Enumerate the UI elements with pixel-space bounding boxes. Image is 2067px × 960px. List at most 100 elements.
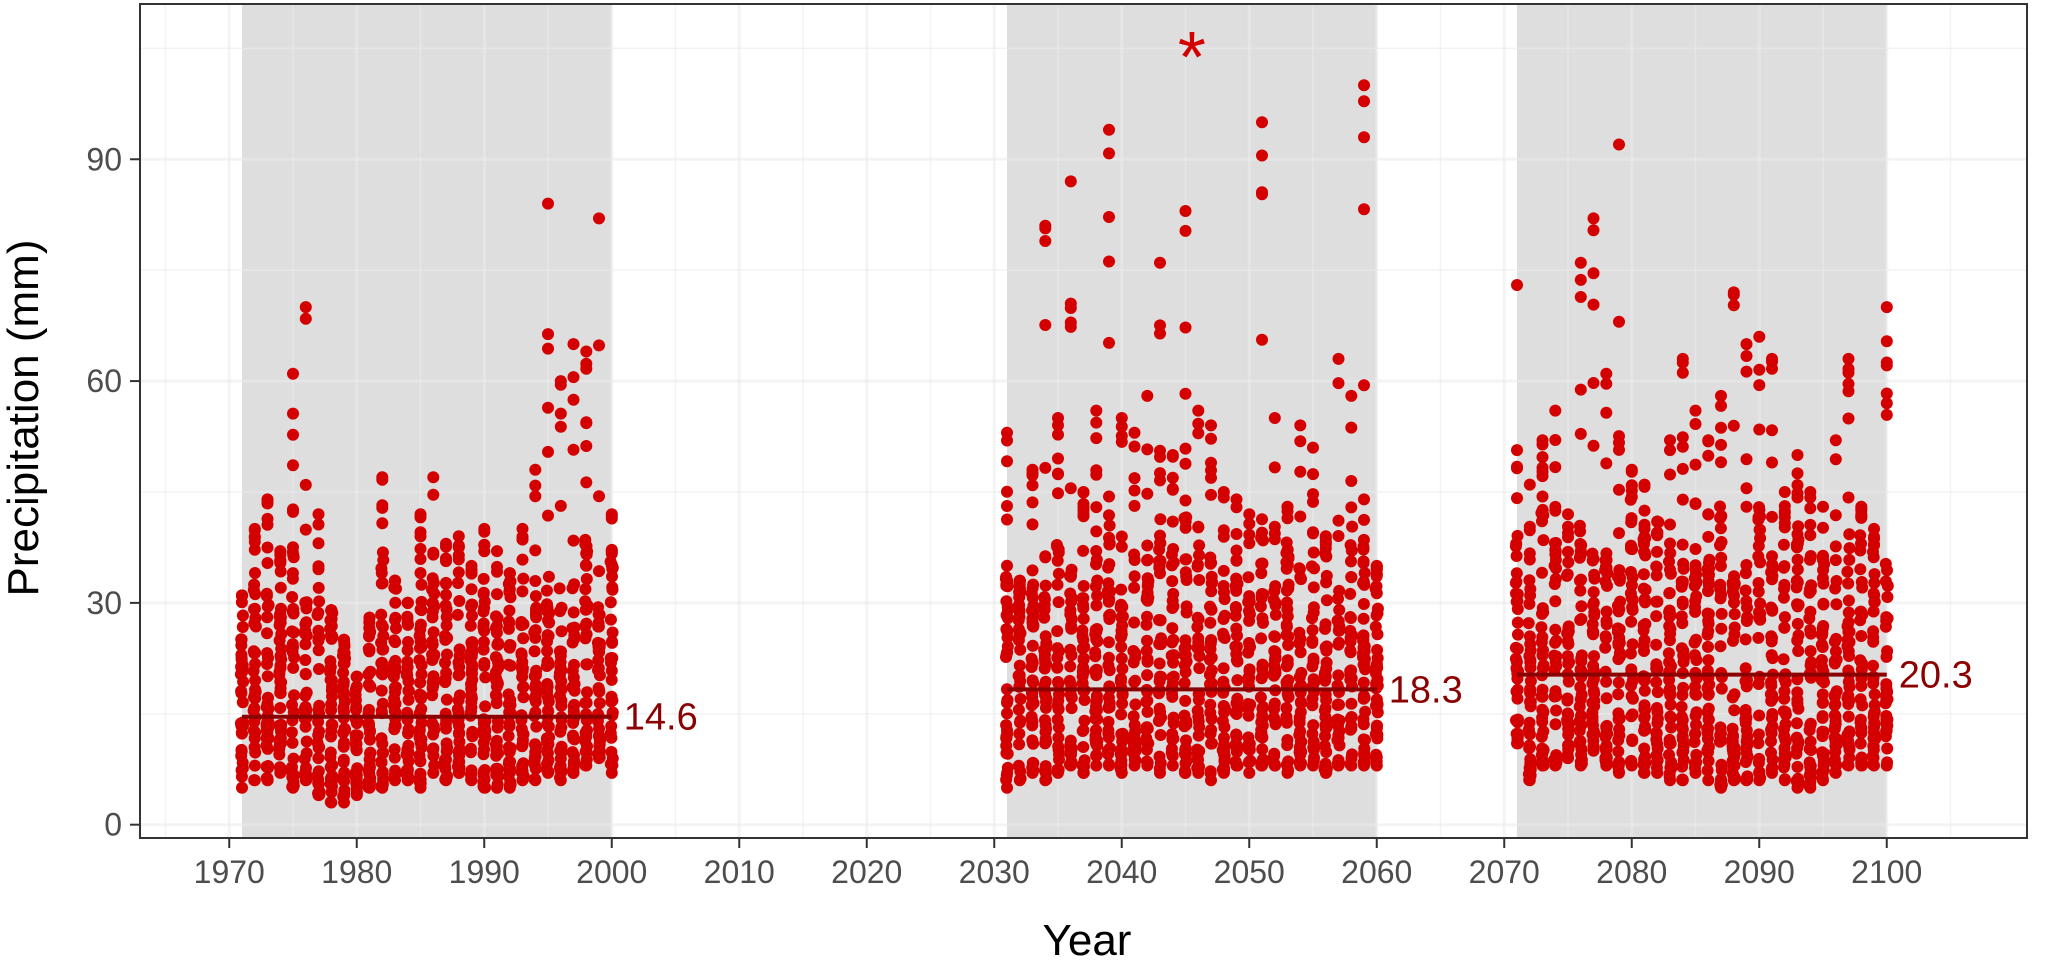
data-point bbox=[1880, 397, 1893, 410]
data-point bbox=[363, 611, 376, 624]
data-point bbox=[530, 669, 542, 681]
data-point bbox=[1345, 759, 1358, 772]
data-point bbox=[1574, 291, 1587, 303]
data-point bbox=[401, 610, 414, 623]
data-point bbox=[363, 720, 375, 733]
data-point bbox=[1358, 567, 1371, 579]
x-tick-label: 2070 bbox=[1469, 854, 1540, 890]
data-point bbox=[1307, 526, 1319, 539]
data-point bbox=[1116, 662, 1129, 675]
data-point bbox=[1230, 528, 1243, 540]
y-axis-ticks: 0 30 60 90 bbox=[86, 141, 140, 843]
data-point bbox=[567, 766, 580, 779]
data-point bbox=[1280, 562, 1293, 575]
data-point bbox=[1256, 149, 1268, 162]
data-point bbox=[529, 463, 542, 476]
data-point bbox=[1752, 737, 1765, 750]
data-point bbox=[286, 567, 299, 580]
data-point bbox=[1039, 774, 1052, 787]
data-point bbox=[1012, 759, 1025, 772]
data-point bbox=[477, 621, 490, 634]
data-point bbox=[1830, 733, 1843, 746]
data-point bbox=[288, 689, 300, 702]
data-point bbox=[1562, 520, 1574, 533]
data-point bbox=[1689, 766, 1702, 779]
data-point bbox=[580, 417, 593, 430]
data-point bbox=[1102, 561, 1115, 574]
data-point bbox=[1358, 95, 1370, 108]
data-point bbox=[1001, 559, 1013, 572]
y-tick-label: 90 bbox=[86, 141, 122, 177]
data-point bbox=[401, 747, 414, 760]
data-point bbox=[1754, 510, 1766, 523]
data-point bbox=[1830, 598, 1843, 611]
data-point bbox=[1740, 338, 1753, 351]
data-point bbox=[1089, 646, 1102, 659]
data-point bbox=[387, 699, 400, 712]
data-point bbox=[1281, 500, 1294, 513]
data-point bbox=[1319, 766, 1332, 779]
data-point bbox=[1064, 568, 1077, 581]
data-point bbox=[401, 774, 414, 787]
data-point bbox=[337, 666, 350, 679]
data-point bbox=[364, 747, 377, 760]
data-point bbox=[1613, 756, 1625, 768]
data-point bbox=[1651, 712, 1664, 725]
data-point bbox=[568, 632, 581, 645]
data-point bbox=[1714, 500, 1726, 513]
data-point bbox=[1065, 592, 1078, 605]
data-point bbox=[1307, 441, 1319, 454]
data-point bbox=[477, 572, 490, 585]
data-point bbox=[503, 604, 516, 617]
data-point bbox=[299, 774, 312, 787]
data-point bbox=[1243, 741, 1256, 754]
data-point bbox=[1103, 490, 1115, 503]
data-point bbox=[1791, 553, 1804, 566]
data-point bbox=[1218, 721, 1231, 734]
data-point bbox=[1154, 670, 1167, 683]
data-point bbox=[1638, 518, 1651, 531]
data-point bbox=[1665, 712, 1677, 724]
data-point bbox=[1676, 538, 1689, 551]
data-point bbox=[1600, 367, 1613, 380]
data-point bbox=[286, 736, 299, 749]
data-point bbox=[1140, 695, 1153, 708]
data-point bbox=[1268, 412, 1281, 424]
data-point bbox=[1523, 547, 1536, 560]
data-point bbox=[1358, 645, 1371, 658]
data-point bbox=[1051, 578, 1064, 591]
data-point bbox=[300, 596, 313, 609]
data-point bbox=[529, 490, 542, 503]
data-point bbox=[1345, 722, 1358, 735]
data-point bbox=[1766, 766, 1778, 779]
data-point bbox=[555, 625, 568, 638]
data-point bbox=[1346, 748, 1358, 761]
data-point bbox=[1702, 688, 1715, 700]
data-point bbox=[1766, 424, 1778, 437]
x-tick-label: 2010 bbox=[704, 854, 775, 890]
data-point bbox=[1841, 565, 1854, 578]
data-point bbox=[567, 671, 580, 684]
data-point bbox=[1739, 633, 1752, 646]
data-point bbox=[1230, 581, 1242, 594]
data-point bbox=[1077, 580, 1090, 592]
data-point bbox=[1255, 567, 1268, 580]
data-point bbox=[260, 590, 273, 602]
data-point bbox=[1013, 600, 1025, 613]
data-point bbox=[249, 657, 262, 670]
data-point bbox=[1001, 426, 1013, 439]
data-point bbox=[1829, 554, 1842, 567]
data-point bbox=[1689, 728, 1701, 741]
data-point bbox=[1740, 724, 1753, 737]
data-point bbox=[1702, 654, 1715, 667]
data-point bbox=[1269, 608, 1282, 621]
data-point bbox=[313, 663, 325, 675]
data-point bbox=[236, 781, 248, 794]
data-point bbox=[503, 781, 516, 794]
data-point bbox=[1676, 598, 1689, 611]
data-point bbox=[592, 601, 605, 614]
data-point bbox=[1204, 698, 1217, 711]
data-point bbox=[249, 674, 262, 687]
data-point bbox=[529, 575, 542, 587]
data-point bbox=[325, 796, 338, 809]
